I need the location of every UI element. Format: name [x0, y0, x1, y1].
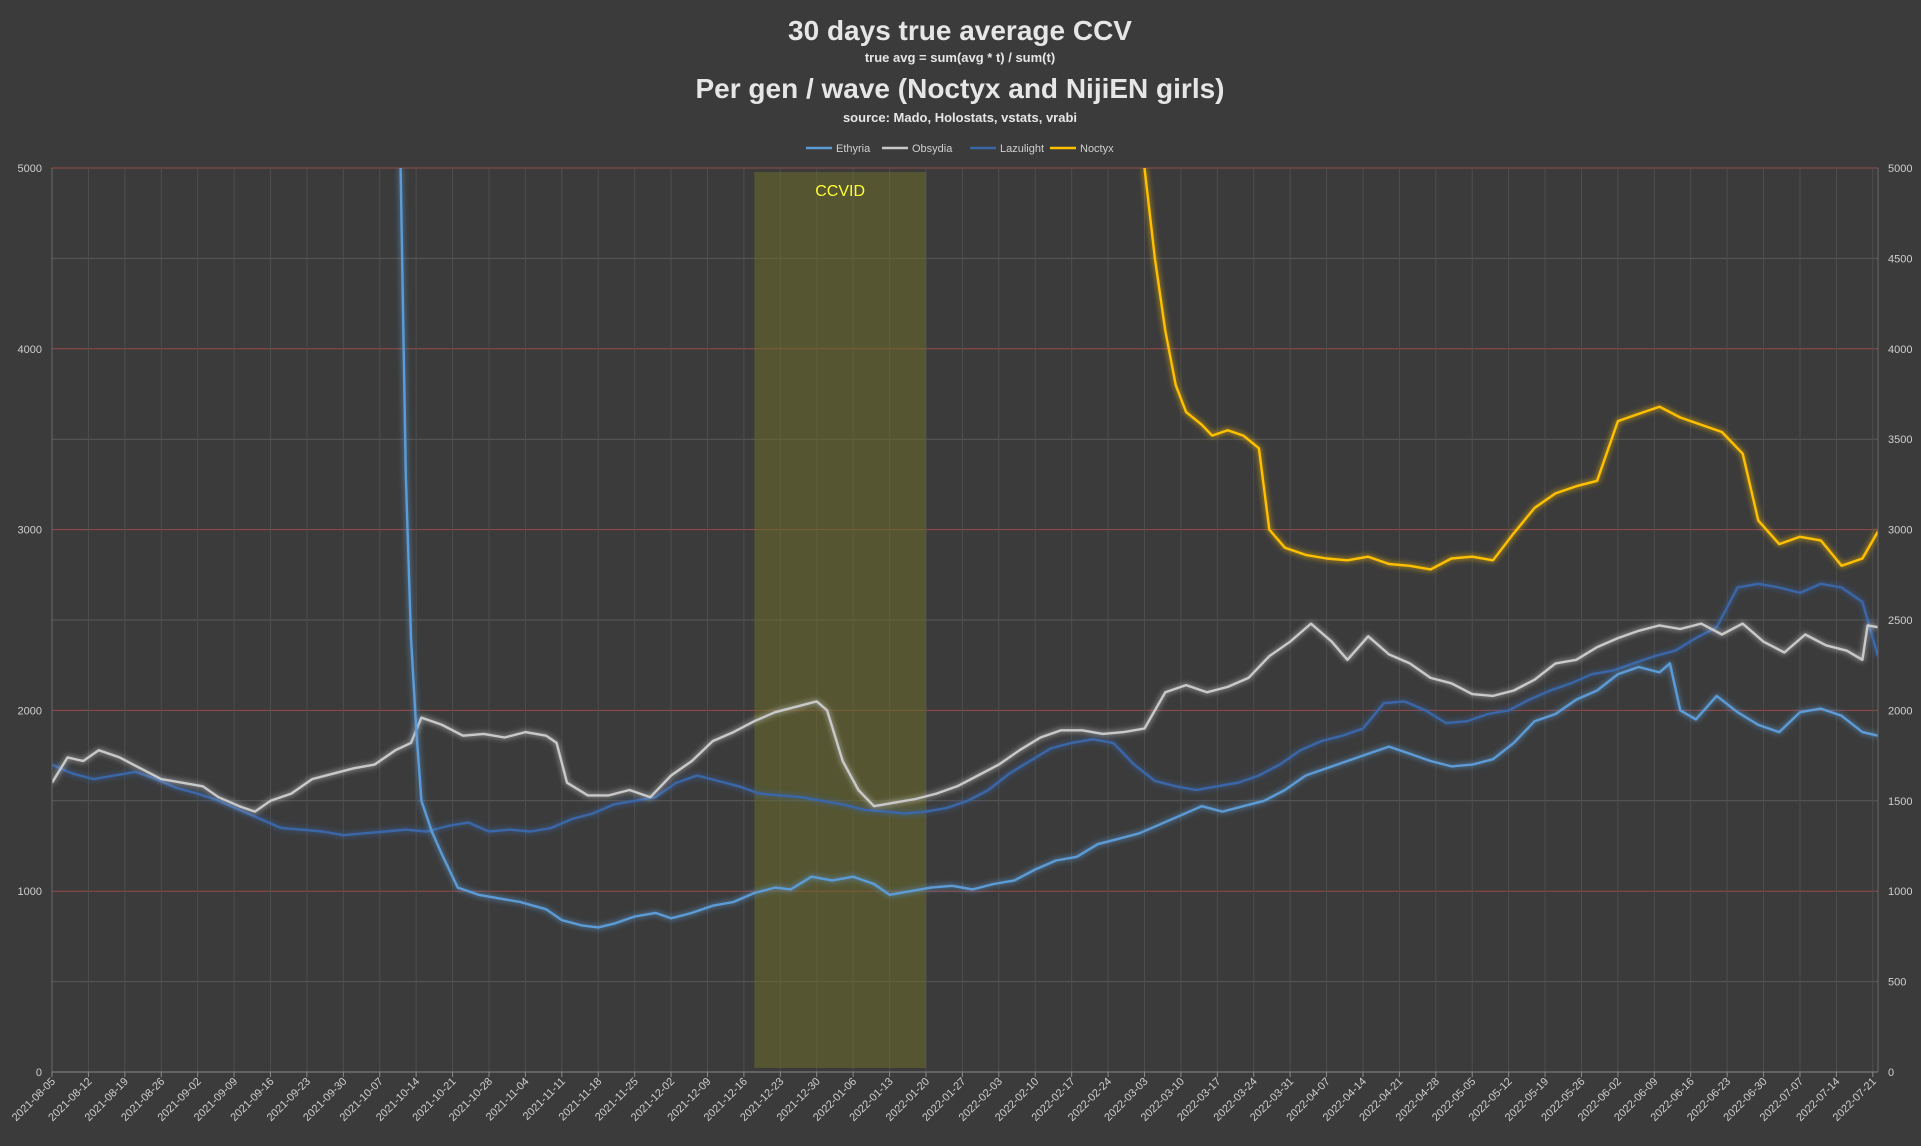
- legend-item-lazulight: Lazulight: [970, 143, 1044, 155]
- series-line-noctyx: [1143, 168, 1878, 571]
- gridlines: [51, 167, 1878, 1073]
- y-right-tick-label: 0: [1888, 1067, 1894, 1079]
- series-line-obsydia: [52, 622, 1878, 813]
- chart-title-2: Per gen / wave (Noctyx and NijiEN girls): [695, 73, 1224, 104]
- y-right-tick-label: 3500: [1888, 434, 1912, 446]
- y-left-tick-label: 3000: [18, 525, 42, 537]
- y-right-tick-label: 1500: [1888, 796, 1912, 808]
- chart-subtitle: true avg = sum(avg * t) / sum(t): [865, 50, 1055, 65]
- chart-source: source: Mado, Holostats, vstats, vrabi: [843, 110, 1077, 125]
- y-left-tick-label: 2000: [18, 705, 42, 717]
- series-lines: [52, 168, 1878, 929]
- titles: 30 days true average CCV true avg = sum(…: [695, 15, 1224, 125]
- y-right-tick-label: 500: [1888, 977, 1906, 989]
- legend-label: Noctyx: [1080, 143, 1114, 155]
- y-right-tick-label: 5000: [1888, 163, 1912, 175]
- series-line-lazulight: [52, 582, 1878, 837]
- legend-label: Obsydia: [912, 143, 953, 155]
- y-left-tick-label: 1000: [18, 886, 42, 898]
- y-left-tick-label: 4000: [18, 344, 42, 356]
- chart-title: 30 days true average CCV: [788, 15, 1132, 46]
- y-right-tick-label: 2500: [1888, 615, 1912, 627]
- y-right-tick-label: 4000: [1888, 344, 1912, 356]
- legend-label: Lazulight: [1000, 143, 1044, 155]
- legend: Ethyria Obsydia Lazulight Noctyx: [806, 143, 1114, 155]
- y-right-tick-label: 2000: [1888, 705, 1912, 717]
- y-right-tick-label: 3000: [1888, 525, 1912, 537]
- legend-item-obsydia: Obsydia: [882, 143, 953, 155]
- y-right-tick-label: 1000: [1888, 886, 1912, 898]
- series-line-ethyria: [399, 168, 1878, 929]
- legend-label: Ethyria: [836, 143, 871, 155]
- y-left-tick-label: 0: [36, 1067, 42, 1079]
- ccvid-label: CCVID: [815, 183, 865, 200]
- legend-item-noctyx: Noctyx: [1050, 143, 1114, 155]
- annotation-band: CCVID: [754, 172, 926, 1068]
- axes: 0 1000 2000 3000 4000 5000 0 500 1000 1500 2000 250…: [10, 163, 1913, 1124]
- y-left-tick-label: 5000: [18, 163, 42, 175]
- ccvid-band: [754, 172, 926, 1068]
- y-right-tick-label: 4500: [1888, 253, 1912, 265]
- legend-item-ethyria: Ethyria: [806, 143, 871, 155]
